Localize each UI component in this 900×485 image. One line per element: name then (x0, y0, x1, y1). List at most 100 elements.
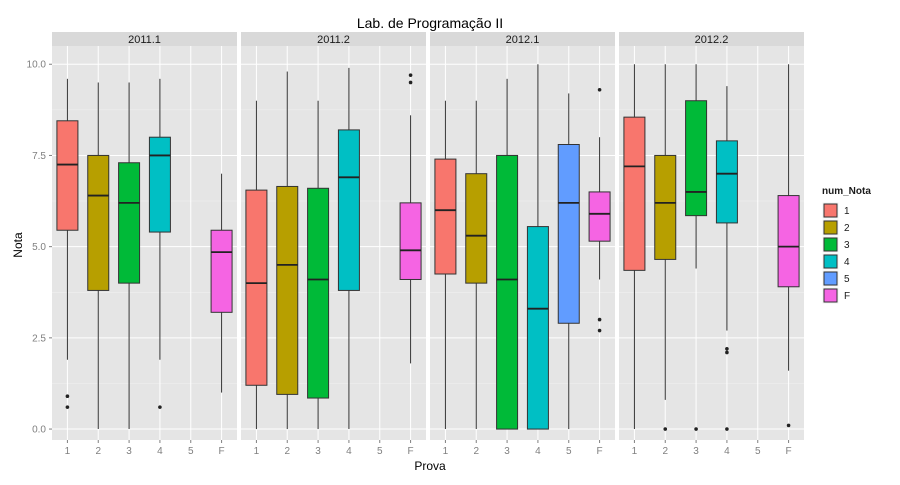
facet-panel: 2011.2 1 2 3 4 5 F (241, 32, 426, 457)
x-tick-label: F (786, 446, 792, 457)
y-tick-label: 7.5 (32, 151, 46, 162)
legend-key-swatch (823, 254, 838, 269)
legend-key-swatch (823, 203, 838, 218)
x-tick-label: F (219, 446, 225, 457)
chart-title: Lab. de Programação II (357, 15, 503, 31)
box-F (588, 87, 611, 333)
box-body (210, 229, 233, 313)
x-tick-label: 5 (755, 446, 761, 457)
outlier-point (158, 405, 162, 409)
box-body (623, 116, 646, 271)
box-body (715, 140, 738, 224)
box-4 (148, 78, 171, 409)
box-body (557, 144, 580, 324)
outlier-point (408, 80, 413, 85)
box-F (399, 73, 422, 364)
box-body (87, 154, 110, 291)
x-tick-label: F (408, 446, 414, 457)
facet-strip-label: 2012.1 (506, 34, 540, 46)
box-body (465, 173, 488, 284)
x-tick-label: 3 (126, 446, 132, 457)
outlier-point (725, 350, 729, 355)
box-body (777, 195, 800, 288)
facet-strip (52, 32, 237, 46)
x-tick-label: 2 (473, 446, 479, 457)
legend-label: 1 (844, 206, 850, 217)
x-tick-label: 5 (566, 446, 572, 457)
box-F (210, 173, 233, 393)
facet-strip (619, 32, 804, 46)
outlier-point (597, 87, 602, 92)
legend-key-swatch (823, 220, 838, 235)
facet-strip-label: 2011.2 (317, 34, 350, 46)
y-axis-label: Nota (11, 232, 25, 258)
facet-strip-label: 2012.2 (695, 34, 729, 46)
box-5 (557, 93, 580, 430)
box-3 (307, 100, 330, 430)
box-body (56, 120, 79, 231)
facet-strip (241, 32, 426, 46)
facet-panel: 2011.1 1 2 3 4 5 F (52, 32, 237, 457)
outlier-point (694, 427, 698, 431)
panel-background (619, 46, 804, 440)
x-tick-label: 5 (188, 446, 194, 457)
outlier-point (597, 328, 602, 333)
facet-panel: 2012.2 1 2 3 4 5 F (619, 32, 804, 457)
y-tick-label: 5.0 (32, 242, 46, 253)
box-body (496, 154, 519, 430)
box-1 (434, 100, 457, 430)
box-4 (526, 64, 549, 430)
box-2 (465, 100, 488, 430)
box-1 (623, 64, 646, 430)
box-F (777, 64, 800, 428)
legend-label: 3 (844, 240, 850, 251)
legend-label: 4 (844, 257, 850, 268)
x-tick-label: 1 (254, 446, 260, 457)
outlier-point (725, 427, 729, 431)
box-body (118, 162, 141, 284)
box-1 (245, 100, 268, 430)
box-body (399, 202, 422, 280)
x-tick-label: 3 (693, 446, 699, 457)
x-tick-label: 3 (504, 446, 510, 457)
legend-label: F (844, 291, 850, 302)
facet-panel: 2012.1 1 2 3 4 5 F (430, 32, 615, 457)
box-body (307, 187, 330, 399)
box-3 (496, 78, 519, 430)
outlier-point (663, 427, 668, 431)
box-body (588, 191, 611, 242)
legend-label: 2 (844, 223, 850, 234)
legend: num_Nota 1 2 3 4 5 F (821, 186, 871, 305)
box-2 (276, 71, 299, 430)
outlier-point (725, 346, 729, 351)
x-axis-label: Prova (414, 459, 446, 473)
x-tick-label: 4 (157, 446, 163, 457)
legend-label: 5 (844, 274, 850, 285)
x-tick-label: 1 (632, 446, 638, 457)
box-body (337, 129, 360, 291)
box-2 (87, 82, 110, 430)
box-body (685, 100, 708, 217)
x-tick-label: 4 (535, 446, 541, 457)
box-2 (654, 64, 677, 431)
x-tick-label: 2 (284, 446, 290, 457)
box-body (276, 185, 299, 395)
x-tick-label: 5 (377, 446, 383, 457)
y-tick-label: 0.0 (32, 425, 46, 436)
box-1 (56, 78, 79, 409)
box-4 (337, 67, 360, 430)
box-body (434, 158, 457, 275)
box-3 (685, 64, 708, 431)
outlier-point (786, 423, 791, 428)
box-body (654, 154, 677, 260)
x-tick-label: 2 (95, 446, 101, 457)
outlier-point (408, 73, 413, 77)
box-body (526, 226, 549, 430)
panel-background (430, 46, 615, 440)
facet-strip-label: 2011.1 (128, 34, 161, 46)
box-3 (118, 82, 141, 430)
x-tick-label: 1 (443, 446, 449, 457)
box-body (245, 189, 268, 386)
